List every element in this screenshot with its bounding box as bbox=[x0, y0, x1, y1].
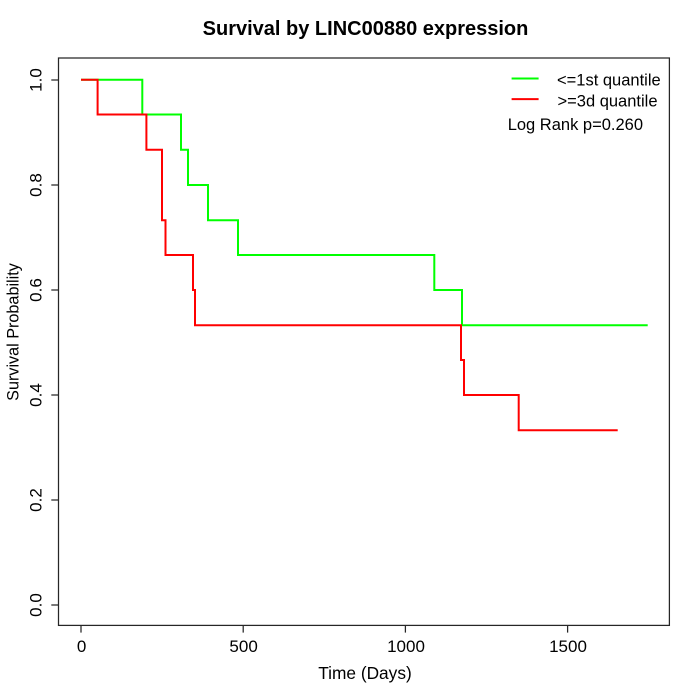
svg-text:0.8: 0.8 bbox=[27, 173, 46, 197]
svg-text:Log Rank p=0.260: Log Rank p=0.260 bbox=[508, 116, 643, 134]
svg-text:0.6: 0.6 bbox=[27, 278, 46, 302]
svg-text:Survival by LINC00880 expressi: Survival by LINC00880 expression bbox=[203, 18, 529, 40]
svg-text:>=3d quantile: >=3d quantile bbox=[558, 92, 658, 110]
svg-text:1.0: 1.0 bbox=[27, 68, 46, 92]
svg-text:1500: 1500 bbox=[549, 637, 587, 656]
svg-text:0: 0 bbox=[77, 637, 86, 656]
svg-text:0.2: 0.2 bbox=[27, 488, 46, 512]
svg-text:Survival Probability: Survival Probability bbox=[5, 262, 23, 401]
svg-text:0.0: 0.0 bbox=[27, 593, 46, 617]
svg-text:500: 500 bbox=[229, 637, 257, 656]
svg-text:Time (Days): Time (Days) bbox=[318, 663, 411, 683]
svg-text:<=1st quantile: <=1st quantile bbox=[557, 72, 661, 90]
svg-text:0.4: 0.4 bbox=[27, 383, 46, 407]
svg-text:1000: 1000 bbox=[387, 637, 425, 656]
